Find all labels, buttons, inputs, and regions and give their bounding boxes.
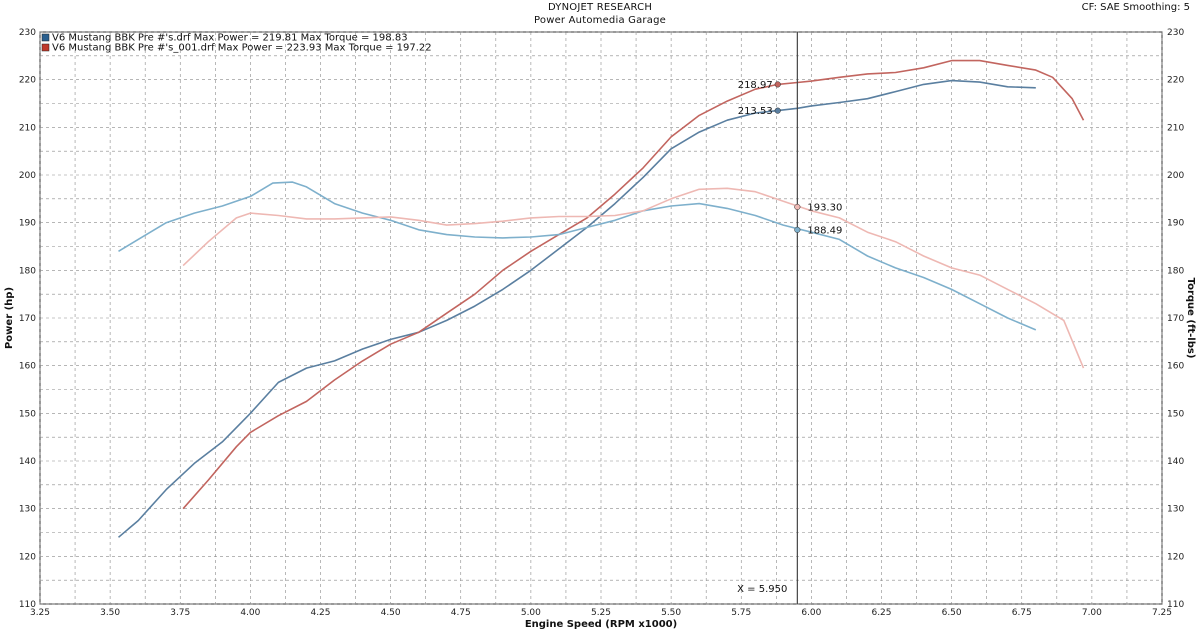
cursor-label: X = 5.950 — [737, 584, 787, 595]
marker-label: 213.53 — [738, 106, 773, 117]
marker-label: 218.97 — [738, 80, 773, 91]
marker-point — [774, 107, 781, 114]
y-tick-label-left: 190 — [19, 219, 36, 229]
y-tick-label-left: 130 — [19, 505, 36, 515]
y-tick-label-left: 200 — [19, 171, 36, 181]
y-tick-label-right: 110 — [1167, 600, 1184, 610]
series-line-power-1 — [182, 59, 1085, 510]
x-tick-label: 3.50 — [100, 608, 120, 618]
y-tick-label-right: 220 — [1167, 76, 1184, 86]
marker-point — [774, 81, 781, 88]
legend-entry: V6 Mustang BBK Pre #'s.drf Max Power = 2… — [52, 33, 408, 44]
y-tick-label-left: 230 — [19, 28, 36, 38]
marker-point — [794, 203, 801, 210]
y-axis-title-right: Torque (ft-lbs) — [1185, 278, 1196, 359]
y-axis-title-left: Power (hp) — [4, 287, 15, 349]
x-tick-label: 6.25 — [871, 608, 891, 618]
y-tick-label-left: 210 — [19, 123, 36, 133]
y-tick-label-left: 220 — [19, 76, 36, 86]
y-tick-label-right: 140 — [1167, 457, 1184, 467]
x-tick-label: 3.75 — [170, 608, 190, 618]
y-tick-label-left: 110 — [19, 600, 36, 610]
y-tick-label-right: 190 — [1167, 219, 1184, 229]
x-tick-label: 6.00 — [801, 608, 821, 618]
x-tick-label: 7.00 — [1082, 608, 1102, 618]
x-tick-label: 5.50 — [661, 608, 681, 618]
legend-swatch — [41, 33, 50, 42]
y-tick-label-right: 150 — [1167, 409, 1184, 419]
y-tick-label-right: 180 — [1167, 266, 1184, 276]
y-tick-label-left: 150 — [19, 409, 36, 419]
marker-point — [794, 226, 801, 233]
legend-entry: V6 Mustang BBK Pre #'s_001.drf Max Power… — [52, 43, 432, 54]
y-tick-label-right: 200 — [1167, 171, 1184, 181]
marker-label: 193.30 — [807, 202, 842, 213]
legend-swatch — [41, 43, 50, 52]
x-tick-label: 5.25 — [591, 608, 611, 618]
x-tick-label: 4.00 — [240, 608, 260, 618]
y-tick-label-left: 180 — [19, 266, 36, 276]
x-tick-label: 4.50 — [381, 608, 401, 618]
x-axis-title: Engine Speed (RPM x1000) — [525, 619, 677, 630]
y-tick-label-left: 170 — [19, 314, 36, 324]
chart-title: DYNOJET RESEARCH — [547, 2, 653, 13]
y-tick-label-left: 160 — [19, 362, 36, 372]
correction-factor-label: CF: SAE Smoothing: 5 — [1081, 2, 1190, 13]
y-tick-label-right: 170 — [1167, 314, 1184, 324]
y-tick-label-left: 140 — [19, 457, 36, 467]
y-tick-label-left: 120 — [19, 552, 36, 562]
x-tick-label: 5.00 — [521, 608, 541, 618]
x-tick-label: 4.25 — [310, 608, 330, 618]
y-tick-label-right: 210 — [1167, 123, 1184, 133]
x-tick-label: 5.75 — [731, 608, 751, 618]
chart-subtitle: Power Automedia Garage — [534, 15, 666, 26]
series-line-torque-2 — [118, 181, 1037, 331]
marker-label: 188.49 — [807, 225, 842, 236]
x-tick-label: 4.75 — [451, 608, 471, 618]
y-tick-label-right: 120 — [1167, 552, 1184, 562]
y-tick-label-right: 160 — [1167, 362, 1184, 372]
y-tick-label-right: 130 — [1167, 505, 1184, 515]
y-tick-label-right: 230 — [1167, 28, 1184, 38]
x-tick-label: 7.25 — [1152, 608, 1172, 618]
series-line-torque-3 — [182, 187, 1085, 369]
x-tick-label: 6.75 — [1012, 608, 1032, 618]
x-tick-label: 6.50 — [942, 608, 962, 618]
x-tick-label: 3.25 — [30, 608, 50, 618]
